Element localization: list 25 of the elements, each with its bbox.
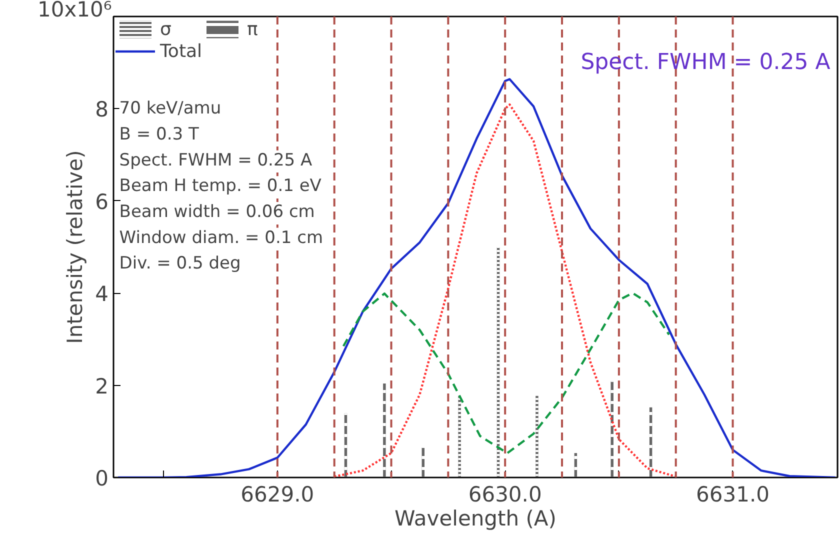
x-tick-label: 6629.0 <box>240 482 314 506</box>
annotation: B = 0.3 T <box>119 124 200 145</box>
annotation: 70 keV/amu <box>119 98 222 119</box>
x-tick-label: 6631.0 <box>696 482 770 506</box>
y-tick-label: 8 <box>95 98 109 122</box>
y-tick-label: 4 <box>95 282 109 306</box>
y-tick-label: 2 <box>95 374 109 398</box>
x-axis-title: Wavelength (A) <box>394 506 557 530</box>
line-series <box>342 292 670 454</box>
annotation: Div. = 0.5 deg <box>119 254 241 274</box>
line-series <box>333 103 677 478</box>
y-axis-title: Intensity (relative) <box>63 150 88 344</box>
annotation: Beam H temp. = 0.1 eV <box>119 176 322 196</box>
line-series <box>116 78 836 478</box>
annotation: Beam width = 0.06 cm <box>119 202 315 222</box>
annotation: Window diam. = 0.1 cm <box>119 228 324 248</box>
legend-label: Total <box>160 40 202 62</box>
x-tick-label: 6630.0 <box>468 482 542 506</box>
text: 10x10⁶ <box>38 0 112 22</box>
text: Spect. FWHM = 0.25 A <box>580 50 830 76</box>
annotation: Spect. FWHM = 0.25 A <box>119 150 312 170</box>
legend-label: σ <box>160 18 172 40</box>
y-tick-label: 6 <box>95 190 109 214</box>
legend-label: π <box>247 18 259 40</box>
y-tick-label: 0 <box>95 466 109 490</box>
